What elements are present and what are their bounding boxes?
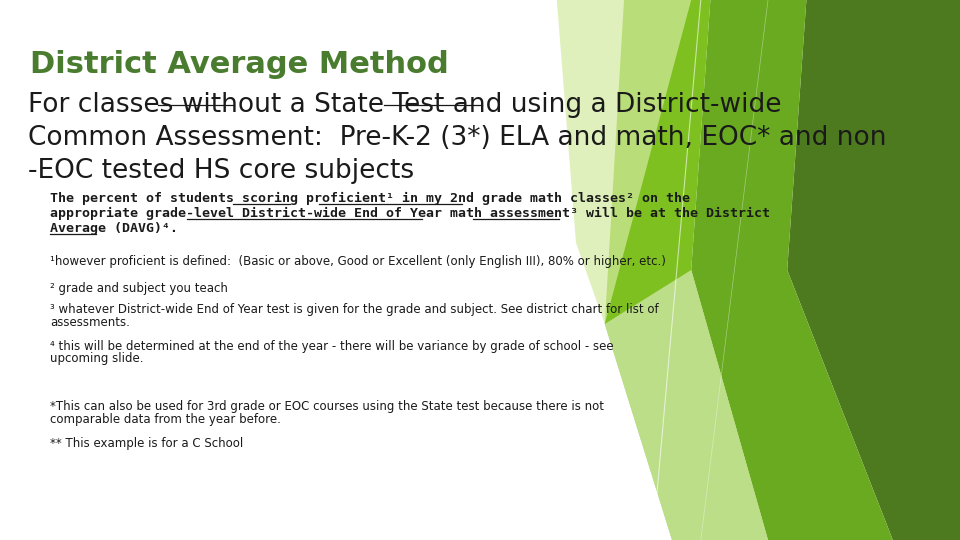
Text: ** This example is for a C School: ** This example is for a C School: [50, 437, 243, 450]
Text: The percent of students scoring proficient¹ in my 2nd grade math classes² on the: The percent of students scoring proficie…: [50, 192, 690, 205]
Text: *This can also be used for 3rd grade or EOC courses using the State test because: *This can also be used for 3rd grade or …: [50, 400, 604, 413]
Text: assessments.: assessments.: [50, 316, 130, 329]
Text: -EOC tested HS core subjects: -EOC tested HS core subjects: [28, 158, 414, 184]
Text: ⁴ this will be determined at the end of the year - there will be variance by gra: ⁴ this will be determined at the end of …: [50, 340, 613, 353]
Text: ² grade and subject you teach: ² grade and subject you teach: [50, 282, 228, 295]
Text: appropriate grade-level District-wide End of Year math assessment³ will be at th: appropriate grade-level District-wide En…: [50, 207, 770, 220]
Text: Average (DAVG)⁴.: Average (DAVG)⁴.: [50, 222, 178, 235]
Polygon shape: [557, 0, 691, 324]
Polygon shape: [605, 270, 768, 540]
Text: comparable data from the year before.: comparable data from the year before.: [50, 413, 281, 426]
Text: For classes without a State Test and using a District-wide: For classes without a State Test and usi…: [28, 92, 781, 118]
Polygon shape: [605, 0, 768, 540]
Text: Common Assessment:  Pre-K-2 (3*) ELA and math, EOC* and non: Common Assessment: Pre-K-2 (3*) ELA and …: [28, 125, 886, 151]
Polygon shape: [691, 0, 893, 540]
Text: ¹however proficient is defined:  (Basic or above, Good or Excellent (only Englis: ¹however proficient is defined: (Basic o…: [50, 255, 666, 268]
Polygon shape: [787, 0, 960, 540]
Text: District Average Method: District Average Method: [30, 50, 448, 79]
Text: upcoming slide.: upcoming slide.: [50, 352, 143, 365]
Text: ³ whatever District-wide End of Year test is given for the grade and subject. Se: ³ whatever District-wide End of Year tes…: [50, 303, 659, 316]
